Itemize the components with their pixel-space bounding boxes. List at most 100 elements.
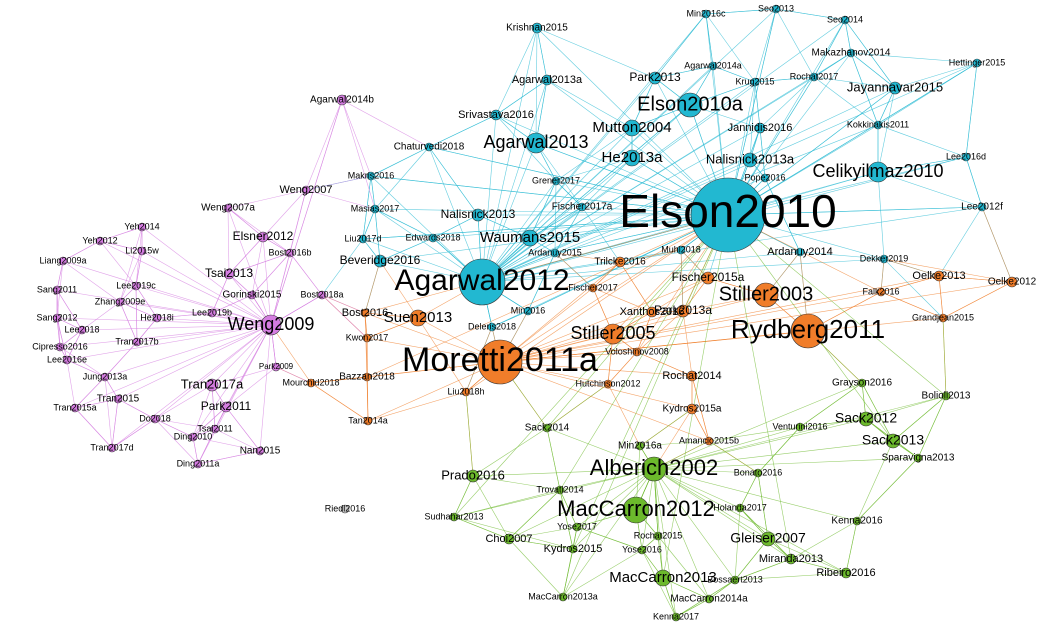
node [641, 456, 667, 482]
node-label: Rochat2015 [634, 530, 683, 540]
edge [576, 468, 655, 528]
edge [192, 384, 213, 438]
edge [682, 310, 693, 377]
edge [262, 189, 307, 238]
node [701, 271, 715, 285]
node [366, 171, 376, 181]
node-label: Sack2012 [835, 410, 897, 426]
edge [481, 159, 751, 283]
node-label: Srivastava2016 [458, 109, 534, 121]
edge [499, 361, 710, 442]
node-label: Hettinger2015 [949, 57, 1006, 67]
edge [592, 287, 653, 313]
node [735, 503, 745, 513]
node-label: Makazhanov2014 [812, 48, 891, 59]
node [95, 236, 105, 246]
edge [877, 87, 896, 126]
edge [499, 361, 693, 377]
node [503, 533, 515, 545]
edge [562, 468, 655, 598]
edge [883, 258, 940, 277]
edge [691, 408, 710, 442]
node [753, 282, 779, 308]
edge [305, 175, 372, 191]
edge [481, 104, 691, 283]
edge [366, 317, 419, 339]
node-label: MacCarron2013 [609, 569, 717, 586]
node-label: Grener2017 [532, 175, 580, 185]
node [602, 323, 624, 345]
edge [379, 260, 419, 319]
node [550, 248, 560, 258]
edge [813, 19, 846, 78]
edge [734, 558, 792, 581]
edge [938, 206, 983, 277]
edge [572, 468, 655, 550]
edge [727, 156, 967, 216]
edge [472, 468, 655, 477]
node [551, 176, 561, 186]
edge [856, 457, 919, 522]
edge [499, 275, 940, 363]
node [193, 459, 203, 469]
node [107, 443, 117, 453]
node-label: Fischer2017a [552, 202, 613, 213]
node-label: Ding2011a [177, 458, 220, 468]
edge [880, 291, 944, 319]
node-label: Agarwal2012 [394, 264, 569, 297]
edge [754, 81, 761, 129]
node [857, 378, 867, 388]
edge [759, 127, 766, 179]
node [572, 522, 582, 532]
edge [727, 214, 792, 560]
edge [850, 52, 879, 126]
edge [81, 301, 121, 331]
node [358, 234, 368, 244]
edge [417, 317, 467, 393]
edge [104, 324, 272, 378]
node [336, 94, 348, 106]
node-label: Jannidis2016 [728, 122, 793, 134]
node [137, 222, 147, 232]
edge [799, 418, 867, 428]
node-label: Tran2015a [53, 402, 96, 412]
edge [310, 382, 369, 422]
edge [154, 418, 199, 465]
edge [227, 207, 264, 238]
edge [546, 79, 729, 216]
edge [856, 440, 894, 522]
node-label: Riedl2016 [325, 503, 366, 513]
node [972, 58, 982, 68]
edge [942, 317, 947, 397]
edge [481, 127, 761, 283]
edge [117, 398, 156, 420]
edge [341, 99, 376, 210]
node [340, 504, 350, 514]
edge [529, 206, 583, 239]
node [77, 325, 87, 335]
edge [251, 236, 264, 296]
node-label: Lee2019b [192, 307, 232, 317]
node [115, 297, 125, 307]
node [58, 256, 68, 266]
node [676, 245, 686, 255]
edge [370, 175, 376, 210]
edge [135, 285, 138, 343]
node [255, 446, 265, 456]
edge [562, 526, 578, 598]
edge [639, 440, 710, 447]
edge [581, 206, 621, 263]
node-label: Fischer2015a [672, 270, 745, 284]
edge [66, 329, 83, 361]
edge [481, 114, 497, 283]
edge [708, 579, 736, 600]
edge [880, 275, 940, 293]
edge [59, 324, 272, 348]
edge [99, 240, 272, 326]
edge [135, 285, 158, 319]
node [623, 119, 641, 137]
edge [546, 79, 633, 129]
node [858, 411, 874, 427]
edge [56, 317, 272, 326]
node [207, 308, 217, 318]
